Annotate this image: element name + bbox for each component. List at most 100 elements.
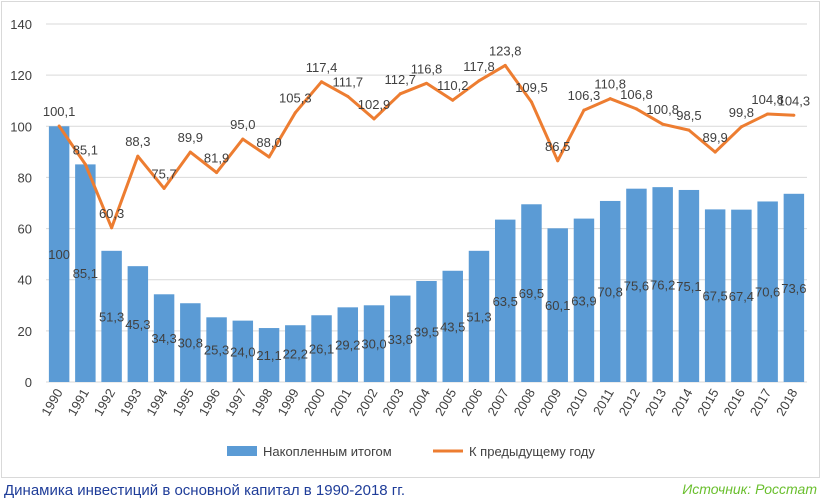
x-tick-label: 2003 (379, 386, 406, 419)
line-point (215, 171, 219, 175)
bar (258, 328, 280, 382)
bar-data-label: 24,0 (230, 344, 255, 359)
bar-data-label: 85,1 (73, 266, 98, 281)
line-data-label: 60,3 (99, 206, 124, 221)
line-point (556, 159, 560, 163)
x-tick-label: 1997 (222, 386, 249, 419)
y-tick-label: 140 (10, 17, 32, 32)
line-data-label: 81,9 (204, 151, 229, 166)
bar (494, 219, 516, 382)
x-tick-label: 2004 (406, 386, 433, 419)
line-data-label: 100,8 (646, 102, 679, 117)
x-tick-label: 2006 (458, 386, 485, 419)
bar-data-label: 51,3 (466, 309, 491, 324)
bar-data-label: 100 (48, 247, 70, 262)
bar (704, 209, 726, 382)
bar (731, 209, 752, 382)
bar (363, 305, 385, 382)
x-tick-label: 2002 (353, 386, 380, 419)
line-data-label: 106,3 (568, 88, 601, 103)
bar (75, 164, 96, 382)
bar-data-label: 39,5 (414, 324, 439, 339)
line-data-label: 85,1 (73, 142, 98, 157)
line-data-label: 105,3 (279, 91, 312, 106)
bar-data-label: 70,6 (755, 285, 780, 300)
line-point (582, 108, 586, 112)
y-tick-label: 80 (18, 170, 32, 185)
line-point (372, 117, 376, 121)
line-point (136, 154, 140, 158)
bar (573, 218, 595, 382)
line-data-label: 109,5 (515, 80, 548, 95)
line-point (83, 162, 87, 166)
bar-data-label: 29,2 (335, 338, 360, 353)
bar (48, 126, 70, 383)
y-tick-label: 20 (18, 324, 32, 339)
line-point (792, 113, 796, 117)
line-data-label: 104,3 (778, 93, 811, 108)
line-data-label: 123,8 (489, 43, 522, 58)
bar-series (48, 126, 805, 383)
bar (468, 250, 490, 382)
bar (390, 295, 411, 382)
line-point (346, 94, 350, 98)
bar-data-label: 21,1 (256, 348, 281, 363)
x-tick-label: 1991 (65, 386, 92, 419)
line-data-label: 112,7 (384, 72, 416, 87)
line-point (529, 100, 533, 104)
bar-data-label: 63,9 (571, 293, 596, 308)
x-tick-label: 2013 (642, 386, 669, 419)
bar-data-label: 30,0 (361, 337, 386, 352)
bar (127, 266, 149, 382)
x-tick-label: 1990 (38, 386, 65, 419)
line-point (451, 98, 455, 102)
line-data-label: 110,2 (437, 78, 469, 93)
legend: Накопленным итогом К предыдущему году (227, 444, 595, 459)
bar (442, 270, 463, 382)
line-data-label: 117,4 (306, 60, 338, 75)
line-point (188, 150, 192, 154)
x-tick-label: 2007 (484, 386, 511, 419)
line-point (57, 124, 61, 128)
bar (599, 200, 621, 382)
line-data-label: 117,8 (463, 59, 495, 74)
y-tick-label: 120 (10, 68, 32, 83)
line-data-label: 89,9 (702, 130, 727, 145)
line-point (425, 81, 428, 85)
line-data-label: 95,0 (230, 117, 255, 132)
x-tick-label: 1992 (91, 386, 118, 419)
bar-data-label: 51,3 (99, 309, 124, 324)
line-data-label: 102,9 (358, 97, 391, 112)
bar (101, 250, 122, 382)
x-tick-label: 1995 (169, 386, 196, 419)
x-tick-label: 1994 (143, 386, 170, 419)
line-data-label: 88,3 (125, 134, 150, 149)
line-data-label: 100,1 (43, 104, 76, 119)
y-tick-label: 40 (18, 273, 32, 288)
bar (180, 303, 201, 382)
line-point (398, 92, 402, 96)
bar-data-label: 30,8 (178, 336, 203, 351)
legend-line-label: К предыдущему году (469, 444, 595, 459)
x-tick-label: 1996 (196, 386, 223, 419)
bar-data-label: 60,1 (545, 298, 570, 313)
line-series (57, 63, 796, 230)
line-data-label: 111,7 (332, 74, 363, 89)
x-tick-label: 2008 (511, 386, 538, 419)
line-point (661, 122, 665, 126)
line-point (713, 150, 717, 154)
x-tick-label: 2014 (668, 386, 695, 419)
bar (626, 188, 647, 382)
bar-data-label: 73,6 (781, 281, 806, 296)
bar-data-label: 63,5 (493, 294, 518, 309)
line-data-label: 104,8 (751, 92, 784, 107)
line-point (293, 111, 297, 115)
bar (416, 280, 437, 382)
legend-bar-swatch (227, 446, 257, 456)
bar (337, 307, 359, 382)
bar-data-label: 26,1 (309, 342, 334, 357)
line-data-label: 89,9 (178, 130, 203, 145)
line-data-label: 99,8 (729, 105, 754, 120)
x-tick-label: 2005 (432, 386, 459, 419)
